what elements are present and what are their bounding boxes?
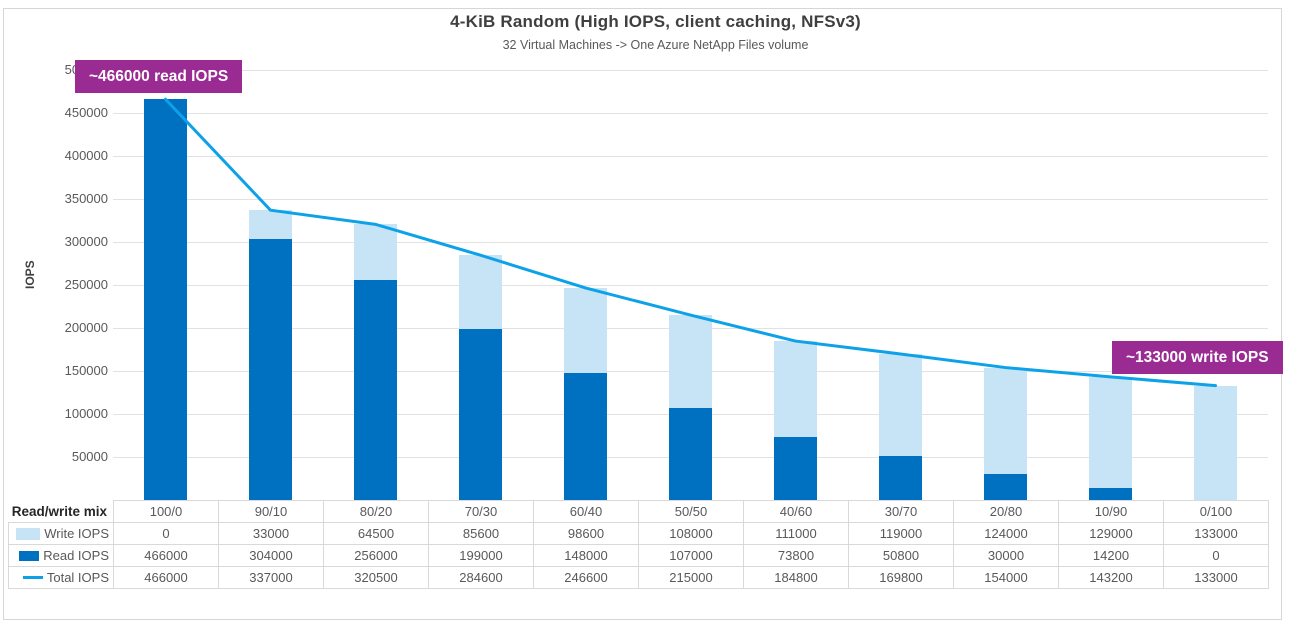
write-iops-bar-0/100 xyxy=(1194,385,1237,500)
category-cell-50/50: 50/50 xyxy=(638,500,744,523)
category-cell-30/70: 30/70 xyxy=(848,500,954,523)
read-iops-bar-20/80 xyxy=(984,474,1027,500)
value-cell: 0 xyxy=(1163,544,1269,567)
y-tick-label: 250000 xyxy=(64,277,108,292)
chart-title: 4-KiB Random (High IOPS, client caching,… xyxy=(450,12,861,31)
write-iops-bar-90/10 xyxy=(249,210,292,239)
value-cell: 304000 xyxy=(218,544,324,567)
total-iops-legend-swatch xyxy=(22,576,43,580)
gridline-450000 xyxy=(113,113,1268,114)
y-tick-label: 400000 xyxy=(64,148,108,163)
read-iops-bar-80/20 xyxy=(354,279,397,500)
y-tick-label: 200000 xyxy=(64,320,108,335)
value-cell: 148000 xyxy=(533,544,639,567)
chart-subtitle: 32 Virtual Machines -> One Azure NetApp … xyxy=(502,38,809,52)
value-cell: 143200 xyxy=(1058,566,1164,589)
row-label-write-iops: Write IOPS xyxy=(8,522,114,545)
y-tick-label: 450000 xyxy=(64,105,108,120)
gridline-500000 xyxy=(113,70,1268,71)
value-cell: 30000 xyxy=(953,544,1059,567)
value-cell: 111000 xyxy=(743,522,849,545)
value-cell: 169800 xyxy=(848,566,954,589)
value-cell: 108000 xyxy=(638,522,744,545)
value-cell: 154000 xyxy=(953,566,1059,589)
category-cell-90/10: 90/10 xyxy=(218,500,324,523)
write-iops-bar-30/70 xyxy=(879,353,922,457)
write-iops-bar-80/20 xyxy=(354,224,397,280)
value-cell: 129000 xyxy=(1058,522,1164,545)
read-iops-bar-90/10 xyxy=(249,238,292,500)
read-iops-bar-40/60 xyxy=(774,436,817,500)
value-cell: 50800 xyxy=(848,544,954,567)
value-cell: 184800 xyxy=(743,566,849,589)
value-cell: 133000 xyxy=(1163,566,1269,589)
category-cell-100/0: 100/0 xyxy=(113,500,219,523)
value-cell: 33000 xyxy=(218,522,324,545)
value-cell: 14200 xyxy=(1058,544,1164,567)
read-iops-bar-60/40 xyxy=(564,372,607,500)
value-cell: 133000 xyxy=(1163,522,1269,545)
category-cell-40/60: 40/60 xyxy=(743,500,849,523)
category-cell-10/90: 10/90 xyxy=(1058,500,1164,523)
table-row-read-iops: Read IOPS 466000 304000 256000 199000 148000 1… xyxy=(8,544,1269,567)
write-peak-callout: ~133000 write IOPS xyxy=(1112,341,1283,374)
category-cell-70/30: 70/30 xyxy=(428,500,534,523)
read-iops-bar-30/70 xyxy=(879,456,922,500)
value-cell: 337000 xyxy=(218,566,324,589)
read-peak-callout: ~466000 read IOPS xyxy=(75,60,243,93)
value-cell: 0 xyxy=(113,522,219,545)
row-label-total-iops: Total IOPS xyxy=(8,566,114,589)
category-cell-0/100: 0/100 xyxy=(1163,500,1269,523)
y-tick-label: 300000 xyxy=(64,234,108,249)
write-iops-bar-70/30 xyxy=(459,255,502,329)
read-iops-bar-10/90 xyxy=(1089,487,1132,500)
write-iops-legend-swatch xyxy=(16,527,41,540)
read-iops-legend-swatch xyxy=(19,550,40,561)
value-cell: 215000 xyxy=(638,566,744,589)
value-cell: 85600 xyxy=(428,522,534,545)
value-cell: 98600 xyxy=(533,522,639,545)
table-row-total-iops: Total IOPS 466000 337000 320500 284600 246600… xyxy=(8,566,1269,589)
gridline-350000 xyxy=(113,199,1268,200)
write-iops-bar-40/60 xyxy=(774,341,817,437)
value-cell: 64500 xyxy=(323,522,429,545)
value-cell: 320500 xyxy=(323,566,429,589)
y-tick-label: 350000 xyxy=(64,191,108,206)
gridline-400000 xyxy=(113,156,1268,157)
value-cell: 246600 xyxy=(533,566,639,589)
table-corner-label: Read/write mix xyxy=(8,500,114,523)
value-cell: 466000 xyxy=(113,544,219,567)
y-tick-label: 100000 xyxy=(64,406,108,421)
chart-data-table: Read/write mix 100/0 90/10 80/20 70/30 60/40 5… xyxy=(8,500,1269,589)
value-cell: 284600 xyxy=(428,566,534,589)
category-cell-80/20: 80/20 xyxy=(323,500,429,523)
y-tick-label: 50000 xyxy=(71,449,108,464)
table-row-write-iops: Write IOPS 0 33000 64500 85600 98600 108000 111… xyxy=(8,522,1269,545)
value-cell: 119000 xyxy=(848,522,954,545)
write-iops-bar-10/90 xyxy=(1089,376,1132,488)
value-cell: 73800 xyxy=(743,544,849,567)
write-iops-bar-60/40 xyxy=(564,287,607,373)
read-iops-bar-100/0 xyxy=(144,99,187,500)
row-label-read-iops: Read IOPS xyxy=(8,544,114,567)
value-cell: 124000 xyxy=(953,522,1059,545)
value-cell: 256000 xyxy=(323,544,429,567)
value-cell: 107000 xyxy=(638,544,744,567)
value-cell: 199000 xyxy=(428,544,534,567)
read-iops-bar-50/50 xyxy=(669,407,712,500)
y-tick-label: 150000 xyxy=(64,363,108,378)
category-cell-60/40: 60/40 xyxy=(533,500,639,523)
write-iops-bar-50/50 xyxy=(669,315,712,408)
value-cell: 466000 xyxy=(113,566,219,589)
read-iops-bar-70/30 xyxy=(459,328,502,500)
category-cell-20/80: 20/80 xyxy=(953,500,1059,523)
write-iops-bar-20/80 xyxy=(984,367,1027,475)
